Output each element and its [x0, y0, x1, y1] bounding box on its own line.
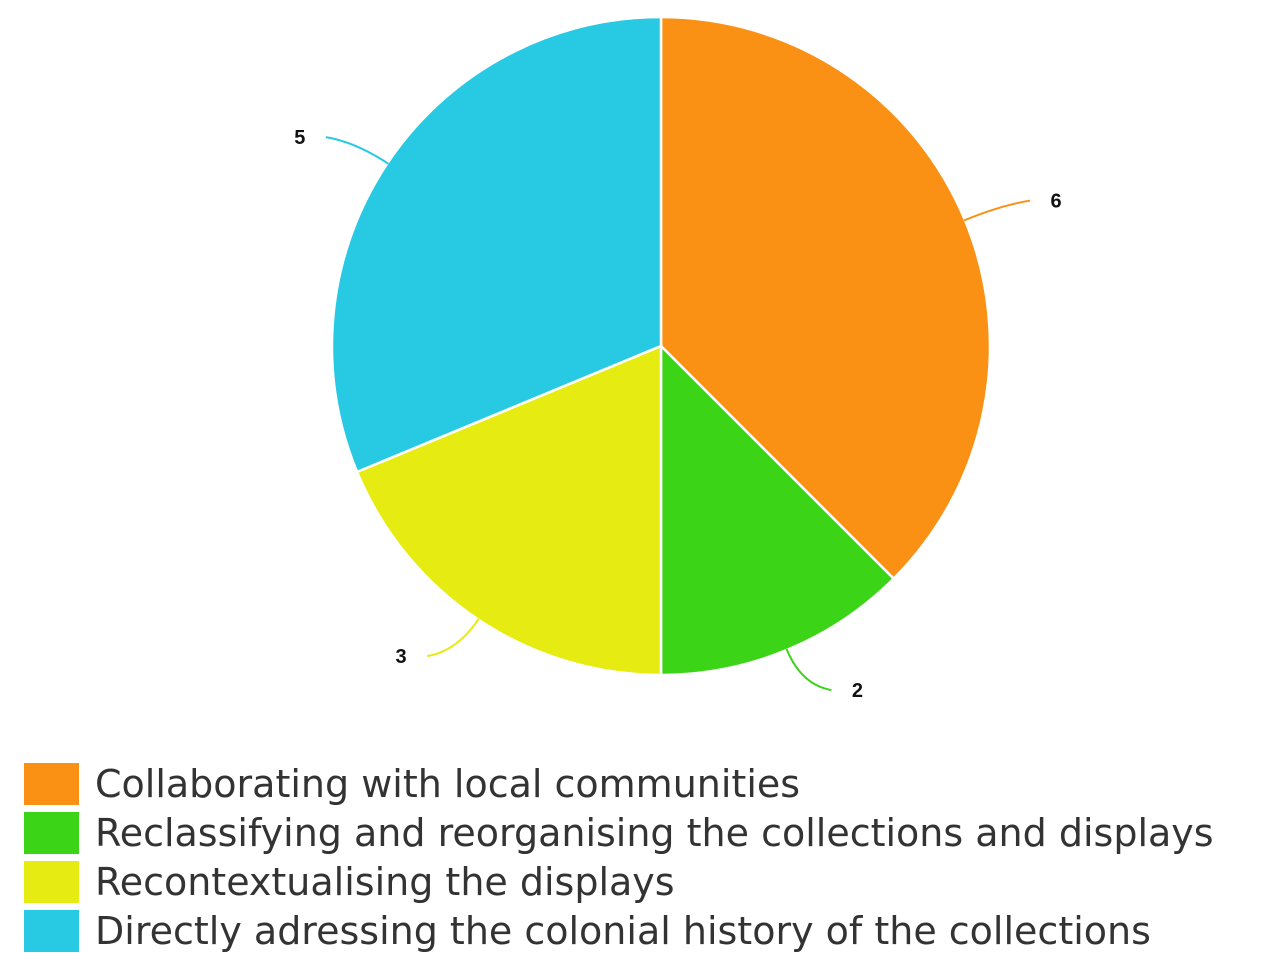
legend-swatch: [24, 860, 79, 903]
legend-label: Recontextualising the displays: [95, 859, 675, 904]
leader-line: [785, 648, 832, 692]
legend-label: Directly adressing the colonial history …: [95, 908, 1151, 953]
legend-label: Collaborating with local communities: [95, 761, 801, 806]
legend-swatch: [24, 909, 79, 952]
slice-value-label: 3: [396, 646, 407, 668]
legend-label: Reclassifying and reorganising the colle…: [95, 810, 1214, 855]
leader-line: [426, 618, 480, 658]
chart-legend: Collaborating with local communities Rec…: [24, 759, 1214, 953]
legend-swatch: [24, 762, 79, 805]
legend-item: Reclassifying and reorganising the colle…: [24, 808, 1214, 857]
slice-value-label: 5: [294, 127, 305, 149]
legend-item: Recontextualising the displays: [24, 857, 1214, 906]
legend-swatch: [24, 811, 79, 854]
legend-item: Directly adressing the colonial history …: [24, 906, 1214, 953]
slice-value-label: 6: [1051, 191, 1062, 213]
legend-item: Collaborating with local communities: [24, 759, 1214, 808]
leader-line: [325, 136, 389, 165]
pie-chart-canvas: 6 2 3 5: [294, 15, 1062, 702]
leader-line: [963, 199, 1031, 222]
slice-value-label: 2: [852, 680, 863, 702]
